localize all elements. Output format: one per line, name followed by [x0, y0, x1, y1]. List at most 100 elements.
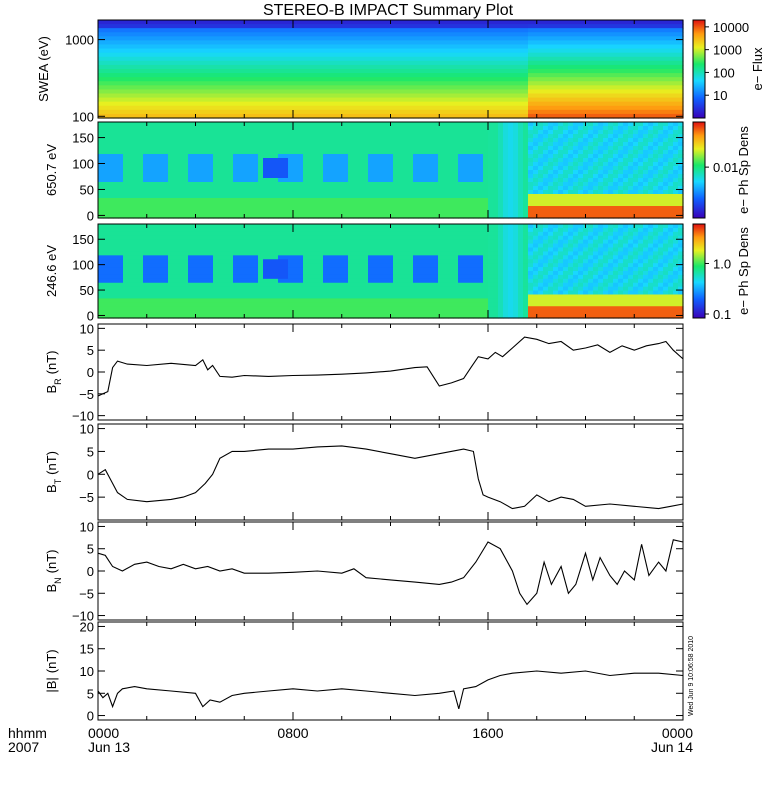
- heatmap-cell: [218, 122, 224, 127]
- heatmap-cell: [518, 102, 524, 107]
- heatmap-cell: [173, 166, 179, 171]
- heatmap-cell: [473, 150, 479, 155]
- heatmap-cell: [358, 126, 364, 131]
- heatmap-cell: [658, 61, 664, 66]
- heatmap-cell: [128, 206, 134, 211]
- heatmap-cell: [358, 73, 364, 78]
- heatmap-cell: [603, 32, 609, 37]
- heatmap-cell: [118, 85, 124, 90]
- heatmap-cell: [213, 142, 219, 147]
- heatmap-cell: [233, 174, 239, 179]
- heatmap-cell: [518, 53, 524, 58]
- heatmap-cell: [628, 45, 634, 50]
- heatmap-cell: [518, 190, 524, 195]
- heatmap-cell: [398, 202, 404, 207]
- heatmap-cell: [508, 182, 514, 187]
- heatmap-cell: [158, 146, 164, 151]
- heatmap-cell: [368, 154, 374, 159]
- heatmap-cell: [148, 142, 154, 147]
- heatmap-cell: [313, 40, 319, 45]
- heatmap-cell: [248, 94, 254, 99]
- heatmap-cell: [383, 24, 389, 29]
- heatmap-cell: [338, 36, 344, 41]
- heatmap-cell: [543, 20, 549, 25]
- heatmap-cell: [283, 65, 289, 70]
- heatmap-cell: [423, 162, 429, 167]
- heatmap-cell: [168, 166, 174, 171]
- heatmap-cell: [198, 206, 204, 211]
- heatmap-cell: [418, 142, 424, 147]
- heatmap-cell: [208, 28, 214, 33]
- heatmap-cell: [453, 40, 459, 45]
- heatmap-cell: [128, 53, 134, 58]
- heatmap-cell: [188, 198, 194, 203]
- heatmap-cell: [528, 210, 534, 215]
- heatmap-cell: [153, 182, 159, 187]
- heatmap-cell: [508, 94, 514, 99]
- heatmap-cell: [278, 158, 284, 163]
- heatmap-cell: [493, 57, 499, 62]
- heatmap-cell: [453, 178, 459, 183]
- heatmap-cell: [353, 206, 359, 211]
- heatmap-cell: [533, 202, 539, 207]
- heatmap-cell: [433, 94, 439, 99]
- heatmap-cell: [303, 106, 309, 111]
- heatmap-cell: [178, 122, 184, 127]
- heatmap-cell: [218, 134, 224, 139]
- heatmap-cell: [528, 178, 534, 183]
- heatmap-cell: [578, 49, 584, 54]
- heatmap-cell: [358, 20, 364, 25]
- heatmap-cell: [578, 24, 584, 29]
- heatmap-cell: [168, 94, 174, 99]
- heatmap-cell: [633, 24, 639, 29]
- heatmap-cell: [298, 57, 304, 62]
- heatmap-cell: [363, 20, 369, 25]
- heatmap-cell: [138, 73, 144, 78]
- heatmap-cell: [503, 77, 509, 82]
- heatmap-cell: [373, 150, 379, 155]
- heatmap-cell: [558, 69, 564, 74]
- heatmap-cell: [403, 130, 409, 135]
- heatmap-cell: [603, 45, 609, 50]
- heatmap-cell: [588, 20, 594, 25]
- heatmap-cell: [383, 162, 389, 167]
- heatmap-cell: [528, 154, 534, 159]
- heatmap-cell: [508, 40, 514, 45]
- heatmap-cell: [278, 36, 284, 41]
- heatmap-cell: [418, 85, 424, 90]
- heatmap-cell: [378, 126, 384, 131]
- heatmap-cell: [213, 154, 219, 159]
- heatmap-cell: [473, 122, 479, 127]
- heatmap-cell: [433, 142, 439, 147]
- heatmap-cell: [298, 146, 304, 151]
- heatmap-cell: [448, 138, 454, 143]
- heatmap-cell: [303, 174, 309, 179]
- heatmap-cell: [463, 154, 469, 159]
- heatmap-cell: [528, 110, 534, 115]
- colorbar-tick-label: 1000: [713, 43, 742, 58]
- heatmap-cell: [608, 81, 614, 86]
- heatmap-cell: [243, 32, 249, 37]
- heatmap-cell: [208, 162, 214, 167]
- heatmap-cell: [433, 150, 439, 155]
- heatmap-cell: [323, 53, 329, 58]
- heatmap-cell: [453, 53, 459, 58]
- heatmap-cell: [168, 36, 174, 41]
- heatmap-cell: [413, 53, 419, 58]
- heatmap-cell: [213, 138, 219, 143]
- heatmap-cell: [548, 65, 554, 70]
- heatmap-cell: [263, 122, 269, 127]
- heatmap-cell: [443, 24, 449, 29]
- heatmap-cell: [448, 158, 454, 163]
- heatmap-cell: [273, 122, 279, 127]
- heatmap-cell: [138, 174, 144, 179]
- heatmap-cell: [613, 85, 619, 90]
- heatmap-cell: [388, 85, 394, 90]
- heatmap-cell: [348, 49, 354, 54]
- heatmap-cell: [148, 45, 154, 50]
- heatmap-cell: [453, 158, 459, 163]
- heatmap-cell: [358, 162, 364, 167]
- heatmap-cell: [378, 186, 384, 191]
- heatmap-cell: [618, 81, 624, 86]
- heatmap-cell: [503, 146, 509, 151]
